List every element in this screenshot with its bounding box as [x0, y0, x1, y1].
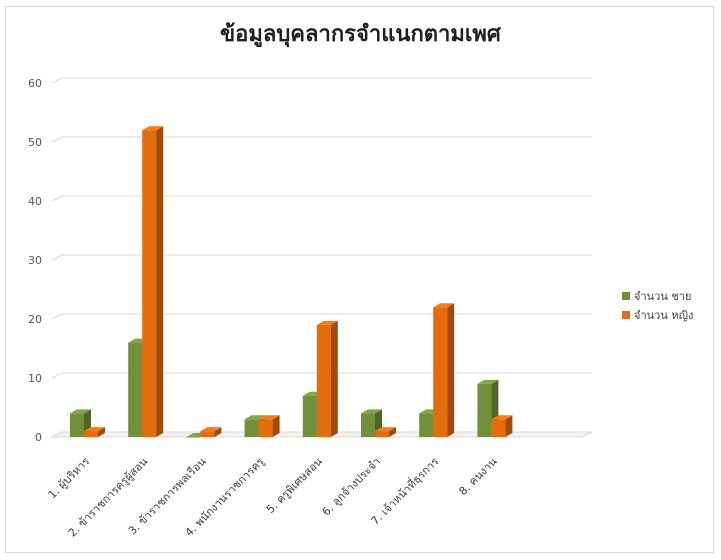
- bar-side: [505, 415, 513, 437]
- bar-male: [361, 413, 375, 437]
- bar-female: [433, 307, 448, 437]
- bar-female: [258, 419, 273, 437]
- legend-item-female: จำนวน หญิง: [622, 305, 693, 324]
- bar-top: [375, 427, 396, 432]
- bar-top: [491, 415, 513, 420]
- chart-legend: จำนวน ชาย จำนวน หญิง: [622, 286, 693, 324]
- bar-side: [156, 126, 164, 437]
- legend-swatch-male: [622, 291, 630, 300]
- bar-male: [128, 342, 143, 437]
- bar-top: [433, 303, 455, 308]
- bar-female: [375, 431, 389, 437]
- bar-male: [302, 395, 317, 437]
- bar-male: [244, 419, 259, 437]
- gridline-side: [51, 254, 63, 261]
- bar-top: [316, 320, 338, 325]
- legend-label-female: จำนวน หญิง: [634, 308, 694, 322]
- y-tick-label: 30: [28, 254, 42, 267]
- x-category-label: 6. ลูกจ้างประจำ: [320, 455, 384, 519]
- bar-side: [214, 427, 222, 437]
- bar-male: [70, 413, 84, 437]
- bar-side: [447, 303, 455, 437]
- bar-top: [200, 427, 222, 432]
- gridline-side: [51, 195, 63, 202]
- y-tick-label: 40: [28, 195, 42, 208]
- bar-female: [142, 130, 157, 437]
- bar-female: [200, 431, 215, 437]
- x-category-label: 5. ครูพิเศษสอน: [264, 455, 325, 516]
- bar-female: [316, 324, 331, 437]
- bar-side: [389, 427, 396, 437]
- gridline-side: [51, 313, 63, 320]
- x-category-label: 1. ผู้บริหาร: [46, 455, 92, 501]
- y-tick-label: 0: [35, 431, 42, 444]
- chart-frame: [5, 6, 714, 553]
- bar-female: [84, 431, 98, 437]
- gridline-side: [51, 77, 63, 84]
- bar-top: [258, 415, 280, 420]
- bar-male: [419, 413, 434, 437]
- y-tick-label: 50: [28, 136, 42, 149]
- gridline-side: [51, 372, 63, 379]
- gridline-side: [51, 136, 63, 143]
- y-tick-label: 10: [28, 372, 42, 385]
- legend-item-male: จำนวน ชาย: [622, 286, 693, 305]
- bar-top: [361, 409, 382, 414]
- bar-male: [477, 383, 492, 437]
- legend-label-male: จำนวน ชาย: [634, 289, 692, 303]
- legend-swatch-female: [622, 310, 630, 319]
- bar-top: [477, 379, 499, 384]
- bar-male: [186, 437, 201, 438]
- bar-side: [330, 320, 338, 437]
- bar-side: [272, 415, 280, 437]
- bar-top: [70, 409, 91, 414]
- bar-female: [491, 419, 506, 437]
- y-tick-label: 20: [28, 313, 42, 326]
- bar-top: [84, 427, 105, 432]
- bar-top: [142, 126, 164, 131]
- y-tick-label: 60: [28, 77, 42, 90]
- chart-title: ข้อมูลบุคลากรจำแนกตามเพศ: [220, 22, 501, 47]
- bar-side: [98, 427, 105, 437]
- x-category-label: 8. คนงาน: [456, 455, 499, 498]
